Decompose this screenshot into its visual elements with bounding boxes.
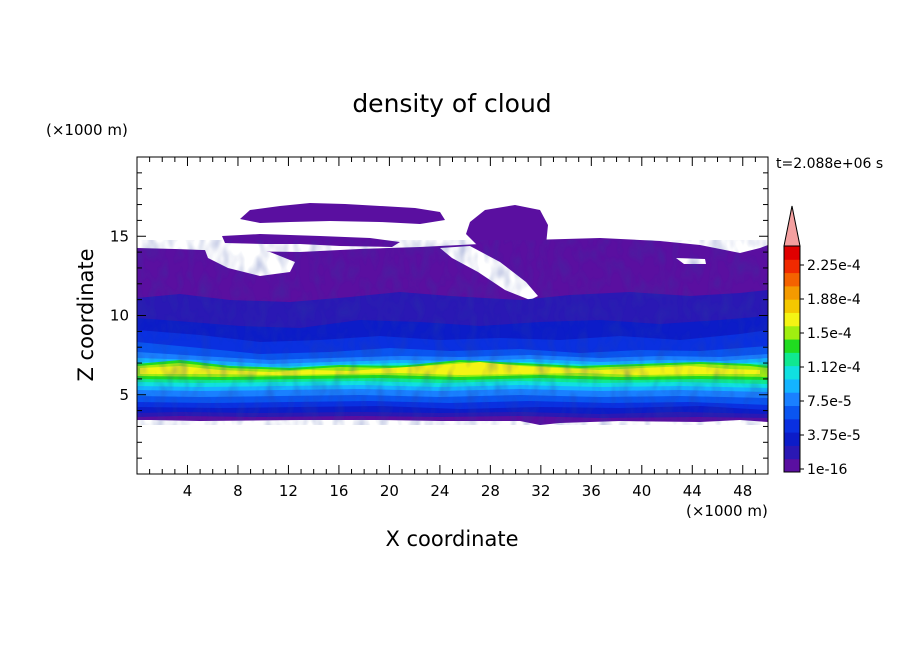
colorbar-extend-triangle [783,205,801,247]
colorbar-label: 2.25e-4 [807,258,861,274]
colorbar-label: 7.5e-5 [807,394,852,410]
x-tick-label: 48 [733,482,752,500]
y-tick-label: 15 [110,227,129,245]
y-axis-label: Z coordinate [74,248,98,381]
x-tick-label: 20 [380,482,399,500]
colorbar-swatch [784,405,800,420]
colorbar-swatch [784,246,800,260]
x-tick-label: 36 [582,482,601,500]
colorbar-swatch [784,418,800,433]
colorbar-swatch [784,445,800,460]
colorbar-swatch [784,432,800,446]
colorbar-swatch [784,312,800,327]
x-tick-label: 28 [481,482,500,500]
y-tick-label: 5 [119,386,129,404]
x-unit-label: (×1000 m) [686,502,768,520]
colorbar-swatch [784,458,800,473]
x-tick-label: 32 [531,482,550,500]
colorbar-swatch [784,299,800,313]
colorbar-label: 1e-16 [807,462,847,478]
colorbar-label: 1.88e-4 [807,292,861,308]
colorbar-swatch [784,392,800,407]
x-tick-label: 8 [233,482,243,500]
colorbar-swatch [784,325,800,340]
x-tick-label: 40 [632,482,651,500]
x-tick-label: 16 [329,482,348,500]
x-tick-label: 24 [430,482,449,500]
y-tick-label: 10 [110,307,129,325]
time-label: t=2.088e+06 s [776,156,883,172]
colorbar-frame [783,245,801,473]
colorbar-swatch [784,365,800,380]
colorbar-swatch [784,339,800,353]
colorbar-swatch [784,259,800,274]
colorbar-swatch [784,352,800,367]
colorbar-label: 1.5e-4 [807,326,852,342]
colorbar-swatch [784,285,800,300]
colorbar-swatch [784,378,800,393]
colorbar-swatch [784,272,800,287]
x-tick-group: 4 8 12 16 20 24 28 32 36 40 44 48 [149,157,756,500]
x-tick-label: 4 [183,482,193,500]
colorbar-label: 3.75e-5 [807,428,861,444]
x-tick-label: 12 [279,482,298,500]
y-tick-group: 5 10 15 [110,172,768,459]
colorbar: 2.25e-4 1.88e-4 1.5e-4 1.12e-4 7.5e-5 3.75e-5… [783,205,861,478]
x-tick-label: 44 [683,482,702,500]
colorbar-label: 1.12e-4 [807,360,861,376]
plot-area [137,157,768,474]
chart-title: density of cloud [352,89,551,118]
x-axis-label: X coordinate [385,527,518,551]
y-unit-label: (×1000 m) [46,121,128,139]
upper-cloud-patch-left [240,203,445,224]
